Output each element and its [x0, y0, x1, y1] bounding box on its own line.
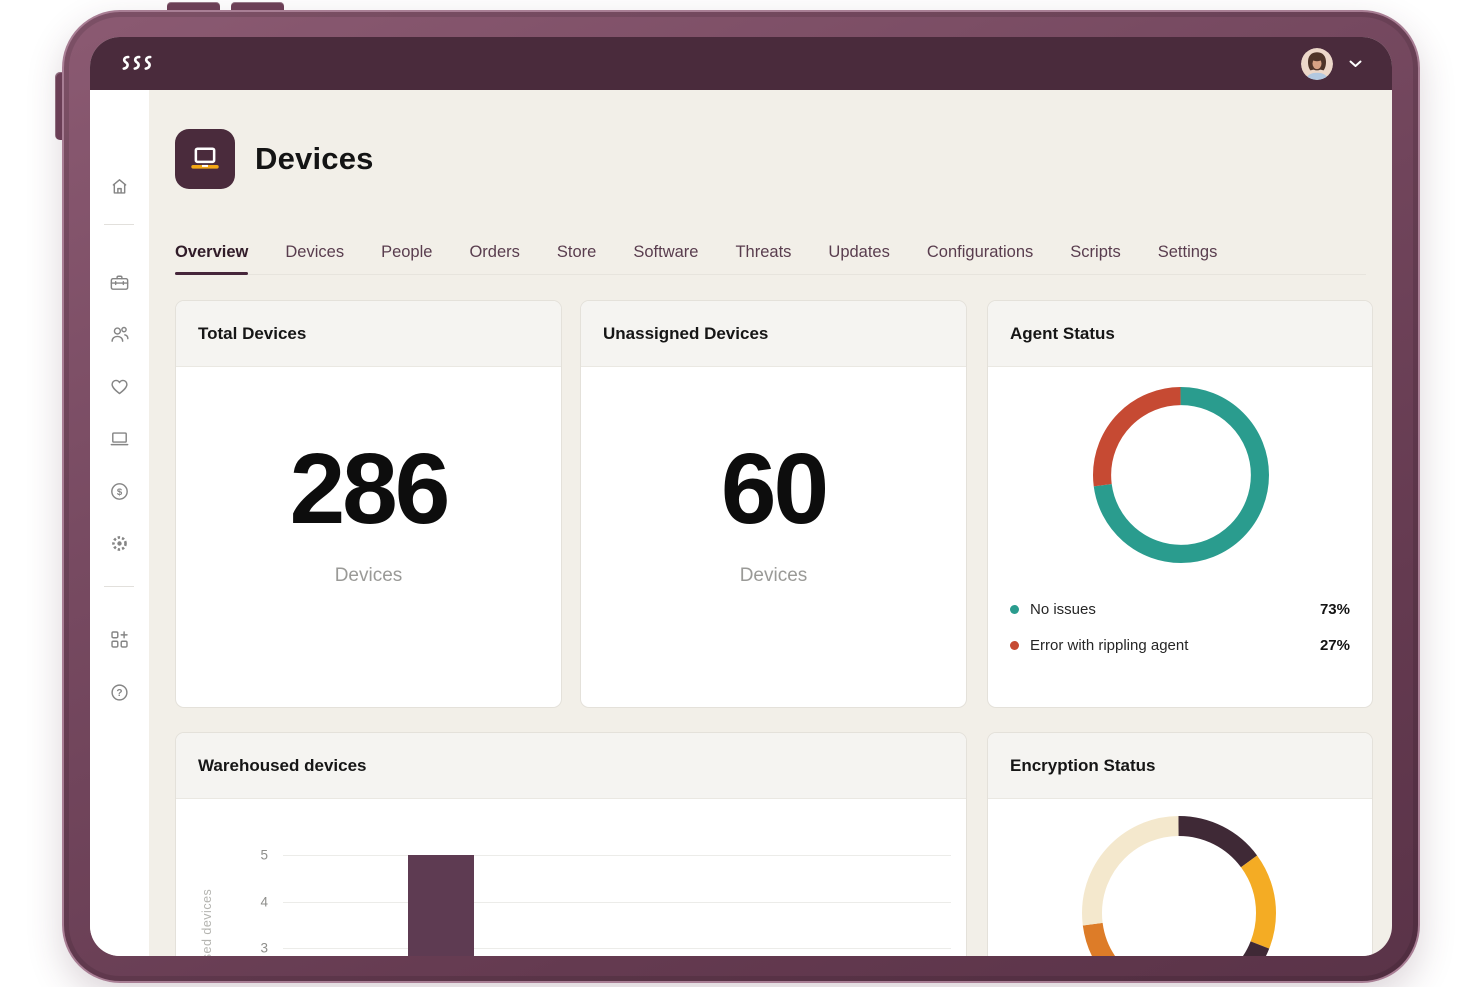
legend-row: No issues 73%: [1010, 591, 1350, 627]
y-tick-label: 4: [260, 894, 268, 909]
screen: $: [90, 37, 1392, 956]
card-header: Total Devices: [176, 301, 561, 367]
card-title: Unassigned Devices: [603, 323, 769, 343]
warehoused-plot: Warehoused devices 5 4 3: [176, 799, 966, 956]
card-encryption-status: Encryption Status: [987, 732, 1373, 956]
tab-updates[interactable]: Updates: [828, 225, 889, 274]
card-header: Agent Status: [988, 301, 1372, 367]
card-header: Encryption Status: [988, 733, 1372, 799]
help-icon[interactable]: ?: [108, 680, 132, 704]
agent-status-legend: No issues 73% Error with rippling agent …: [1010, 591, 1350, 663]
laptop-icon[interactable]: [108, 426, 132, 450]
tab-orders[interactable]: Orders: [469, 225, 519, 274]
tab-software[interactable]: Software: [633, 225, 698, 274]
tab-store[interactable]: Store: [557, 225, 596, 274]
unassigned-devices-unit: Devices: [739, 565, 808, 586]
sidebar-divider: [104, 224, 134, 225]
avatar[interactable]: [1301, 47, 1333, 80]
tab-devices[interactable]: Devices: [285, 225, 344, 274]
rippling-logo-icon[interactable]: [120, 55, 156, 72]
card-title: Warehoused devices: [198, 755, 367, 775]
legend-dot-red: [1010, 640, 1019, 650]
svg-text:?: ?: [116, 688, 122, 699]
heart-icon[interactable]: [108, 374, 132, 398]
user-menu[interactable]: [1301, 47, 1362, 80]
legend-row: Error with rippling agent 27%: [1010, 627, 1350, 663]
card-header: Unassigned Devices: [581, 301, 966, 367]
legend-dot-teal: [1010, 604, 1019, 614]
tab-threats[interactable]: Threats: [735, 225, 791, 274]
tab-bar: Overview Devices People Orders Store Software…: [175, 225, 1366, 275]
people-icon[interactable]: [108, 322, 132, 346]
tab-settings[interactable]: Settings: [1158, 225, 1218, 274]
home-icon[interactable]: [108, 174, 132, 198]
card-total-devices: Total Devices 286 Devices: [175, 300, 562, 708]
tab-configurations[interactable]: Configurations: [927, 225, 1033, 274]
y-tick-label: 5: [260, 847, 268, 863]
encryption-status-donut-chart: [1082, 816, 1276, 956]
legend-label: Error with rippling agent: [1030, 636, 1189, 654]
card-title: Total Devices: [198, 323, 307, 343]
page-title: Devices: [255, 141, 374, 176]
total-devices-unit: Devices: [334, 565, 403, 586]
card-unassigned-devices: Unassigned Devices 60 Devices: [580, 300, 967, 708]
page-header: Devices: [175, 129, 374, 189]
card-title: Encryption Status: [1010, 755, 1156, 775]
legend-value: 27%: [1319, 636, 1350, 654]
top-bar: [90, 37, 1392, 90]
tab-overview[interactable]: Overview: [175, 225, 249, 275]
gridline: [283, 948, 951, 949]
gridline: [283, 901, 951, 903]
y-axis-label: Warehoused devices: [200, 888, 214, 956]
briefcase-icon[interactable]: [108, 270, 132, 294]
unassigned-devices-value: 60: [720, 433, 829, 545]
dollar-icon[interactable]: $: [108, 479, 132, 503]
devices-tile-icon: [175, 129, 235, 189]
gear-icon[interactable]: [108, 531, 132, 555]
bar-warehoused: [408, 855, 474, 956]
card-title: Agent Status: [1010, 323, 1115, 343]
sidebar: $: [90, 90, 149, 956]
tablet-frame: $: [62, 10, 1420, 983]
card-agent-status: Agent Status No issues 73%: [987, 300, 1373, 708]
legend-value: 73%: [1319, 600, 1350, 618]
legend-label: No issues: [1030, 600, 1096, 618]
y-tick-label: 3: [260, 940, 268, 956]
chevron-down-icon[interactable]: [1349, 60, 1362, 68]
apps-plus-icon[interactable]: [108, 627, 132, 651]
tab-scripts[interactable]: Scripts: [1070, 225, 1120, 274]
gridline: [283, 855, 951, 856]
card-header: Warehoused devices: [176, 733, 966, 799]
sidebar-divider-2: [104, 586, 134, 587]
total-devices-value: 286: [289, 433, 451, 545]
svg-text:$: $: [117, 486, 123, 497]
agent-status-donut-chart: [1093, 387, 1269, 563]
main-content: Devices Overview Devices People Orders Store…: [149, 90, 1392, 956]
card-warehoused-devices: Warehoused devices Warehoused devices 5 4…: [175, 732, 967, 956]
tab-people[interactable]: People: [381, 225, 432, 274]
